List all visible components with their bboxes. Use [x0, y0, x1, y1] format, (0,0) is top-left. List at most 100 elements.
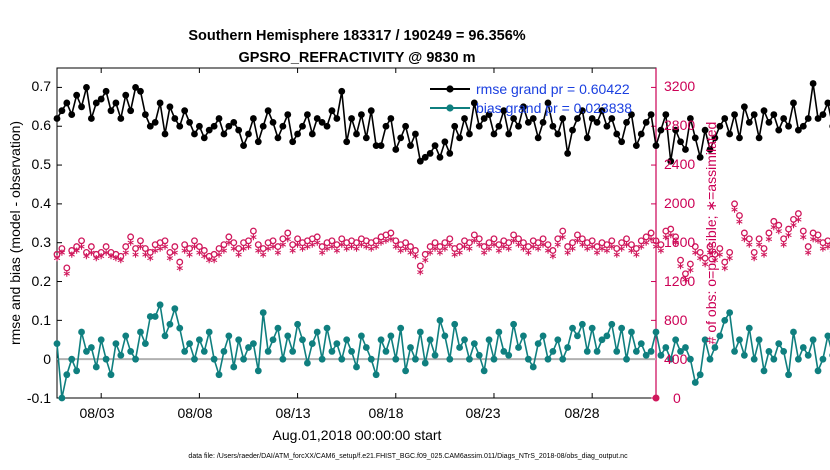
bias-point: [520, 332, 527, 340]
obs-possible-marker: [569, 239, 576, 247]
bias-point: [122, 332, 130, 340]
obs-possible-marker: [593, 243, 601, 251]
obs-possible-marker: [161, 237, 169, 245]
obs-assimilated-marker: *: [795, 215, 802, 230]
obs-assimilated-marker: *: [304, 243, 311, 258]
obs-assimilated-marker: *: [486, 244, 493, 259]
obs-assimilated-marker: *: [731, 206, 738, 221]
rmse-point: [313, 115, 321, 122]
obs-assimilated-marker: *: [417, 268, 424, 283]
bias-point: [770, 355, 778, 363]
bias-point: [245, 344, 252, 351]
obs-possible-marker: [294, 235, 302, 243]
bias-point: [436, 316, 444, 324]
obs-assimilated-marker: *: [481, 248, 488, 263]
bias-point: [564, 344, 572, 351]
obs-assimilated-marker: *: [206, 256, 213, 271]
rmse-point: [647, 111, 655, 118]
obs-assimilated-marker: *: [770, 223, 777, 238]
rmse-point: [308, 130, 316, 138]
y-tick-label: -0.1: [27, 390, 51, 406]
obs-possible-marker: [652, 237, 660, 245]
obs-assimilated-marker: *: [608, 243, 615, 258]
obs-assimilated-marker: *: [176, 264, 183, 279]
obs-assimilated-marker: *: [638, 243, 645, 258]
bias-point: [470, 340, 478, 348]
rmse-point: [279, 122, 287, 130]
obs-assimilated-marker: *: [93, 254, 100, 269]
bias-point: [304, 359, 311, 367]
rmse-point: [524, 118, 532, 126]
obs-possible-marker: [411, 247, 419, 254]
bias-point: [750, 355, 758, 363]
obs-possible-marker: [785, 225, 793, 233]
rmse-point: [603, 122, 611, 130]
rmse-point: [259, 122, 267, 130]
bias-point: [593, 348, 601, 355]
obs-possible-marker: [804, 243, 812, 251]
bias-point: [132, 355, 139, 363]
bias-point: [421, 359, 429, 367]
rmse-point: [583, 134, 591, 142]
obs-possible-marker: [603, 241, 611, 249]
obs-possible-marker: [588, 237, 596, 245]
bias-point: [451, 320, 459, 328]
obs-assimilated-marker: *: [662, 233, 669, 248]
y-tick-label: 0.1: [32, 312, 52, 328]
bias-point: [397, 324, 405, 332]
rmse-point: [745, 118, 753, 126]
obs-assimilated-marker: *: [221, 246, 228, 261]
bias-point: [657, 351, 665, 359]
obs-possible-marker: [790, 215, 797, 223]
obs-assimilated-marker: *: [279, 241, 286, 256]
rmse-point: [230, 118, 238, 126]
rmse-point: [397, 134, 405, 142]
obs-assimilated-marker: *: [98, 252, 105, 267]
obs-possible-marker: [539, 235, 547, 243]
obs-possible-marker: [549, 247, 557, 254]
rmse-point: [760, 107, 768, 115]
obs-assimilated-marker: *: [137, 243, 144, 258]
bias-point: [485, 336, 493, 344]
bias-point: [181, 348, 189, 355]
obs-assimilated-marker: *: [378, 239, 385, 254]
bias-point: [220, 348, 228, 355]
rmse-point: [205, 126, 213, 134]
bias-point: [117, 351, 125, 359]
obs-possible-marker: [284, 229, 292, 237]
bias-point: [726, 309, 734, 316]
bias-point: [353, 363, 360, 371]
rmse-point: [362, 134, 370, 142]
obs-possible-marker: [141, 245, 149, 252]
obs-assimilated-marker: *: [383, 237, 390, 252]
rmse-point: [588, 115, 596, 122]
obs-assimilated-marker: *: [549, 252, 556, 267]
y-tick-labels: -0.1 0 0.1 0.2 0.3 0.4 0.5 0.6 0.7: [27, 78, 51, 406]
rmse-point: [102, 87, 110, 95]
obs-assimilated-marker: *: [491, 241, 498, 256]
obs-assimilated-marker: *: [68, 250, 75, 265]
rmse-point: [441, 138, 449, 146]
obs-possible-marker: [613, 245, 621, 252]
obs-assimilated-marker: *: [603, 246, 610, 261]
obs-assimilated-marker: *: [726, 254, 733, 269]
obs-possible-marker: [686, 260, 694, 268]
obs-assimilated-marker: *: [181, 246, 188, 261]
bias-point: [299, 336, 306, 344]
obs-assimilated-marker: *: [299, 244, 306, 259]
obs-assimilated-marker: *: [167, 254, 174, 269]
rmse-point: [68, 111, 76, 118]
obs-assimilated-marker: *: [510, 237, 517, 252]
obs-possible-marker: [195, 243, 203, 251]
bias-point: [495, 328, 503, 336]
rmse-point: [819, 111, 827, 118]
obs-possible-marker: [97, 248, 105, 256]
obs-assimilated-marker: *: [692, 248, 699, 263]
bias-point: [809, 336, 817, 344]
obs-assimilated-marker: *: [289, 246, 296, 261]
obs-assimilated-marker: *: [505, 244, 512, 259]
rmse-point: [353, 130, 360, 138]
obs-assimilated-marker: *: [142, 250, 149, 265]
bias-point: [554, 336, 562, 344]
obs-possible-marker: [647, 229, 655, 237]
